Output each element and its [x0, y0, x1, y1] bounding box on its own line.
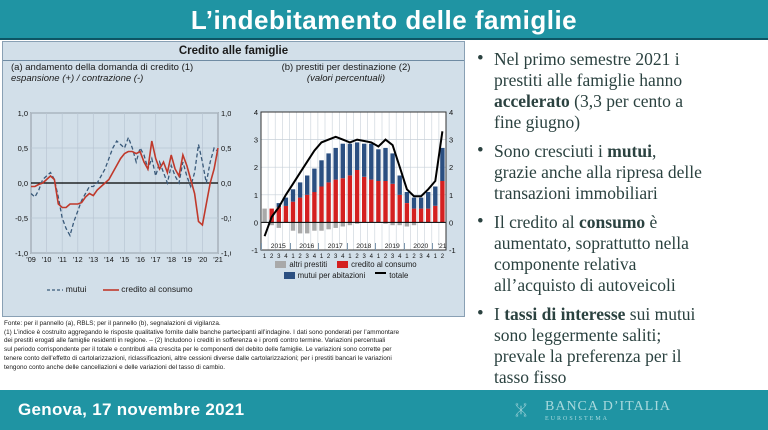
svg-text:1,0: 1,0	[18, 109, 28, 118]
svg-text:3: 3	[254, 136, 258, 145]
svg-text:4: 4	[449, 108, 453, 117]
svg-text:0,5: 0,5	[18, 144, 28, 153]
svg-text:’20: ’20	[198, 255, 208, 264]
svg-text:’13: ’13	[88, 255, 98, 264]
svg-text:1: 1	[449, 191, 453, 200]
svg-text:0,5: 0,5	[221, 144, 231, 153]
svg-text:’19: ’19	[182, 255, 192, 264]
svg-text:-0,5: -0,5	[221, 214, 231, 223]
svg-text:0: 0	[449, 218, 453, 227]
svg-text:3: 3	[449, 136, 453, 145]
svg-text:’18: ’18	[166, 255, 176, 264]
svg-text:0,0: 0,0	[221, 179, 231, 188]
svg-text:1: 1	[254, 191, 258, 200]
svg-text:’12: ’12	[73, 255, 83, 264]
svg-text:2: 2	[449, 163, 453, 172]
svg-text:’10: ’10	[42, 255, 52, 264]
svg-text:’11: ’11	[58, 255, 67, 264]
svg-text:4: 4	[254, 108, 258, 117]
svg-text:0: 0	[254, 218, 258, 227]
svg-text:’16: ’16	[135, 255, 145, 264]
svg-text:-1: -1	[251, 246, 258, 255]
svg-text:-1: -1	[449, 246, 456, 255]
svg-text:-0,5: -0,5	[15, 214, 28, 223]
svg-text:2: 2	[254, 163, 258, 172]
svg-text:’21: ’21	[213, 255, 223, 264]
svg-text:’09: ’09	[26, 255, 36, 264]
svg-text:’14: ’14	[104, 255, 114, 264]
svg-text:0,0: 0,0	[18, 179, 28, 188]
svg-text:’15: ’15	[120, 255, 130, 264]
svg-text:1,0: 1,0	[221, 109, 231, 118]
svg-text:’17: ’17	[151, 255, 161, 264]
